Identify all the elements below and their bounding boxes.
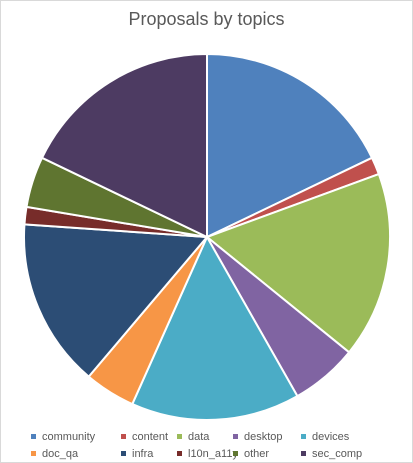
legend-swatch xyxy=(301,434,306,439)
legend-label: community xyxy=(42,430,96,443)
legend-item-desktop: desktop xyxy=(233,429,301,444)
pie-slice-community xyxy=(206,53,373,238)
legend-label: data xyxy=(188,430,210,443)
legend-item-community: community xyxy=(31,429,121,444)
legend-item-other: other xyxy=(233,446,301,461)
legend-item-devices: devices xyxy=(301,429,381,444)
legend-item-data: data xyxy=(177,429,233,444)
chart-title: Proposals by topics xyxy=(128,9,285,29)
legend-swatch xyxy=(177,451,182,456)
legend-swatch xyxy=(301,451,306,456)
pie-slice-infra xyxy=(23,223,208,378)
pie-slice-devices xyxy=(131,236,299,421)
legend-swatch xyxy=(31,434,36,439)
legend-item-sec-comp: sec_comp xyxy=(301,446,381,461)
legend-swatch xyxy=(121,434,126,439)
legend-swatch xyxy=(31,451,36,456)
legend-swatch xyxy=(177,434,182,439)
legend-item-doc-qa: doc_qa xyxy=(31,446,121,461)
legend-item-content: content xyxy=(121,429,177,444)
legend-label: desktop xyxy=(244,430,283,443)
pie-slice-sec-comp xyxy=(41,53,208,238)
legend-label: doc_qa xyxy=(42,447,79,460)
legend-swatch xyxy=(121,451,126,456)
legend-label: content xyxy=(132,430,169,443)
pie-slice-data xyxy=(206,173,391,354)
pie-chart xyxy=(23,53,391,421)
legend-label: sec_comp xyxy=(312,447,363,460)
legend-item-infra: infra xyxy=(121,446,177,461)
legend-label: l10n_a11y xyxy=(188,447,238,460)
legend-swatch xyxy=(233,451,238,456)
legend-label: devices xyxy=(312,430,350,443)
legend-swatch xyxy=(233,434,238,439)
legend-label: infra xyxy=(132,447,154,460)
legend-label: other xyxy=(244,447,270,460)
legend-item-l10n-a11y: l10n_a11y xyxy=(177,446,238,461)
legend: community content data desktop devices doc_qa… xyxy=(31,429,411,461)
